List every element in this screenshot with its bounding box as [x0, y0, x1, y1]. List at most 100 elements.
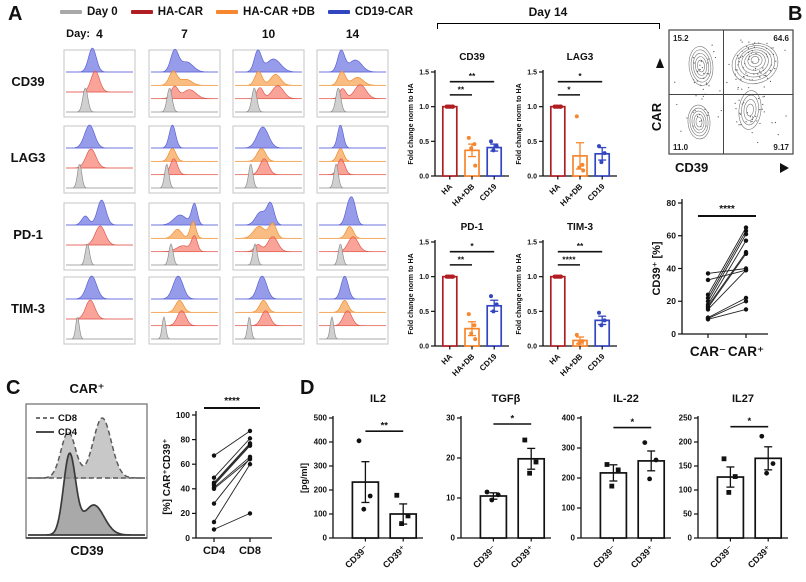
svg-text:HA: HA [440, 182, 455, 197]
svg-text:[pg/ml]: [pg/ml] [299, 463, 309, 493]
svg-text:**: ** [469, 71, 476, 81]
svg-text:1.5: 1.5 [419, 70, 429, 77]
svg-text:200: 200 [679, 438, 693, 447]
legend-label-cd19-car: CD19-CAR [354, 6, 414, 18]
svg-text:9.17: 9.17 [773, 143, 789, 152]
svg-text:100: 100 [562, 504, 576, 513]
svg-text:1.5: 1.5 [527, 70, 537, 77]
legend-label-ha-car-db: HA-CAR +DB [243, 6, 315, 18]
il22-bar-chart: 0 100 200 300 400 CD39⁻ CD39⁺ * IL-22 [562, 393, 671, 570]
svg-text:**: ** [458, 254, 465, 264]
svg-text:CD8: CD8 [239, 545, 261, 557]
day-label-7: 7 [181, 27, 188, 41]
svg-text:**: ** [381, 421, 389, 432]
svg-text:IL27: IL27 [732, 393, 754, 405]
svg-text:100: 100 [176, 410, 190, 420]
svg-text:CD19: CD19 [478, 352, 499, 373]
panel-a-label: A [8, 3, 23, 25]
svg-text:11.0: 11.0 [673, 143, 689, 152]
tgfb-bar-chart: 0 10 20 30 CD39⁻ CD39⁺ * TGFβ [446, 393, 551, 570]
day14-group-title: Day 14 [528, 5, 568, 19]
svg-text:HA+DB: HA+DB [450, 182, 476, 208]
marker-label-pd1: PD-1 [13, 227, 43, 242]
legend-swatch-ha-car-db [216, 10, 239, 14]
svg-text:CD39⁻: CD39⁻ [343, 543, 370, 570]
svg-text:CD19: CD19 [478, 182, 499, 203]
svg-text:HA+DB: HA+DB [450, 352, 476, 378]
legend-item-ha-car: HA-CAR [130, 6, 204, 18]
svg-text:0: 0 [671, 329, 676, 339]
svg-text:CAR⁺: CAR⁺ [728, 344, 764, 359]
marker-label-lag3: LAG3 [10, 150, 46, 165]
il2-bar-chart: 0 100 200 300 400 500 CD39⁻ CD39⁺ ** IL2 [pg/ml] [299, 393, 423, 570]
svg-text:CD4: CD4 [203, 545, 226, 557]
svg-text:LAG3: LAG3 [567, 52, 594, 63]
svg-text:80: 80 [181, 434, 191, 444]
svg-text:CAR⁻: CAR⁻ [690, 344, 726, 359]
svg-text:CD39: CD39 [459, 52, 485, 63]
svg-text:1.5: 1.5 [419, 240, 429, 247]
svg-text:CD19: CD19 [586, 182, 607, 203]
svg-text:400: 400 [314, 438, 328, 447]
svg-text:CD39⁻: CD39⁻ [708, 543, 735, 570]
day-prefix-label: Day: [66, 28, 90, 40]
legend-label-day0: Day 0 [87, 6, 118, 18]
svg-text:CD39⁺: CD39⁺ [381, 543, 408, 570]
flow-histogram-grid [63, 47, 389, 345]
svg-text:0: 0 [571, 534, 576, 543]
panel-d-label: D [300, 377, 315, 399]
svg-text:200: 200 [314, 486, 328, 495]
svg-text:CAR: CAR [649, 102, 664, 131]
svg-text:*: * [567, 84, 571, 94]
svg-text:200: 200 [562, 474, 576, 483]
svg-text:150: 150 [679, 462, 693, 471]
svg-text:0.0: 0.0 [527, 344, 537, 351]
svg-text:*: * [510, 414, 514, 425]
svg-text:300: 300 [314, 462, 328, 471]
svg-text:0.5: 0.5 [527, 309, 537, 316]
svg-text:*: * [578, 71, 582, 81]
svg-text:CD4: CD4 [58, 427, 78, 438]
marker-label-cd39: CD39 [11, 74, 45, 89]
svg-text:100: 100 [679, 486, 693, 495]
svg-text:Fold change norm to HA: Fold change norm to HA [516, 83, 523, 164]
legend-swatch-ha-car [130, 10, 153, 14]
svg-text:1.0: 1.0 [527, 104, 537, 111]
svg-text:0.0: 0.0 [419, 344, 429, 351]
svg-text:CD39: CD39 [675, 160, 708, 175]
svg-text:10: 10 [446, 494, 455, 503]
il27-bar-chart: 0 50 100 150 200 250 CD39⁻ CD39⁺ * IL27 [679, 393, 788, 570]
day-label-14: 14 [345, 27, 360, 41]
svg-text:0.0: 0.0 [419, 174, 429, 181]
svg-text:60: 60 [181, 459, 191, 469]
svg-text:CD39⁺: CD39⁺ [509, 543, 536, 570]
svg-text:HA: HA [548, 182, 563, 197]
day-label-10: 10 [261, 27, 276, 41]
svg-text:0.5: 0.5 [419, 309, 429, 316]
svg-text:CD39⁻: CD39⁻ [591, 543, 618, 570]
svg-text:TGFβ: TGFβ [492, 393, 521, 405]
svg-text:HA: HA [440, 352, 455, 367]
legend-swatch-day0 [60, 10, 82, 14]
svg-text:HA: HA [548, 352, 563, 367]
svg-text:Fold change norm to HA: Fold change norm to HA [408, 253, 415, 334]
legend-item-cd19-car: CD19-CAR [327, 6, 414, 18]
svg-text:1.0: 1.0 [419, 104, 429, 111]
svg-text:1.0: 1.0 [527, 274, 537, 281]
c-histogram-xlabel: CD39 [70, 543, 104, 558]
svg-text:CD39⁺: CD39⁺ [629, 543, 656, 570]
day-label-4: 4 [96, 27, 103, 41]
svg-text:**: ** [577, 241, 584, 251]
svg-text:40: 40 [667, 263, 677, 273]
panel-c-label: C [6, 377, 21, 399]
svg-text:IL2: IL2 [370, 393, 386, 405]
legend-label-ha-car: HA-CAR [157, 6, 204, 18]
svg-text:0: 0 [185, 533, 190, 543]
svg-text:Fold change norm to HA: Fold change norm to HA [516, 253, 523, 334]
svg-text:CD39⁻: CD39⁻ [471, 543, 498, 570]
svg-text:****: **** [562, 254, 576, 264]
svg-text:30: 30 [446, 414, 455, 423]
svg-text:Fold change norm to HA: Fold change norm to HA [408, 83, 415, 164]
